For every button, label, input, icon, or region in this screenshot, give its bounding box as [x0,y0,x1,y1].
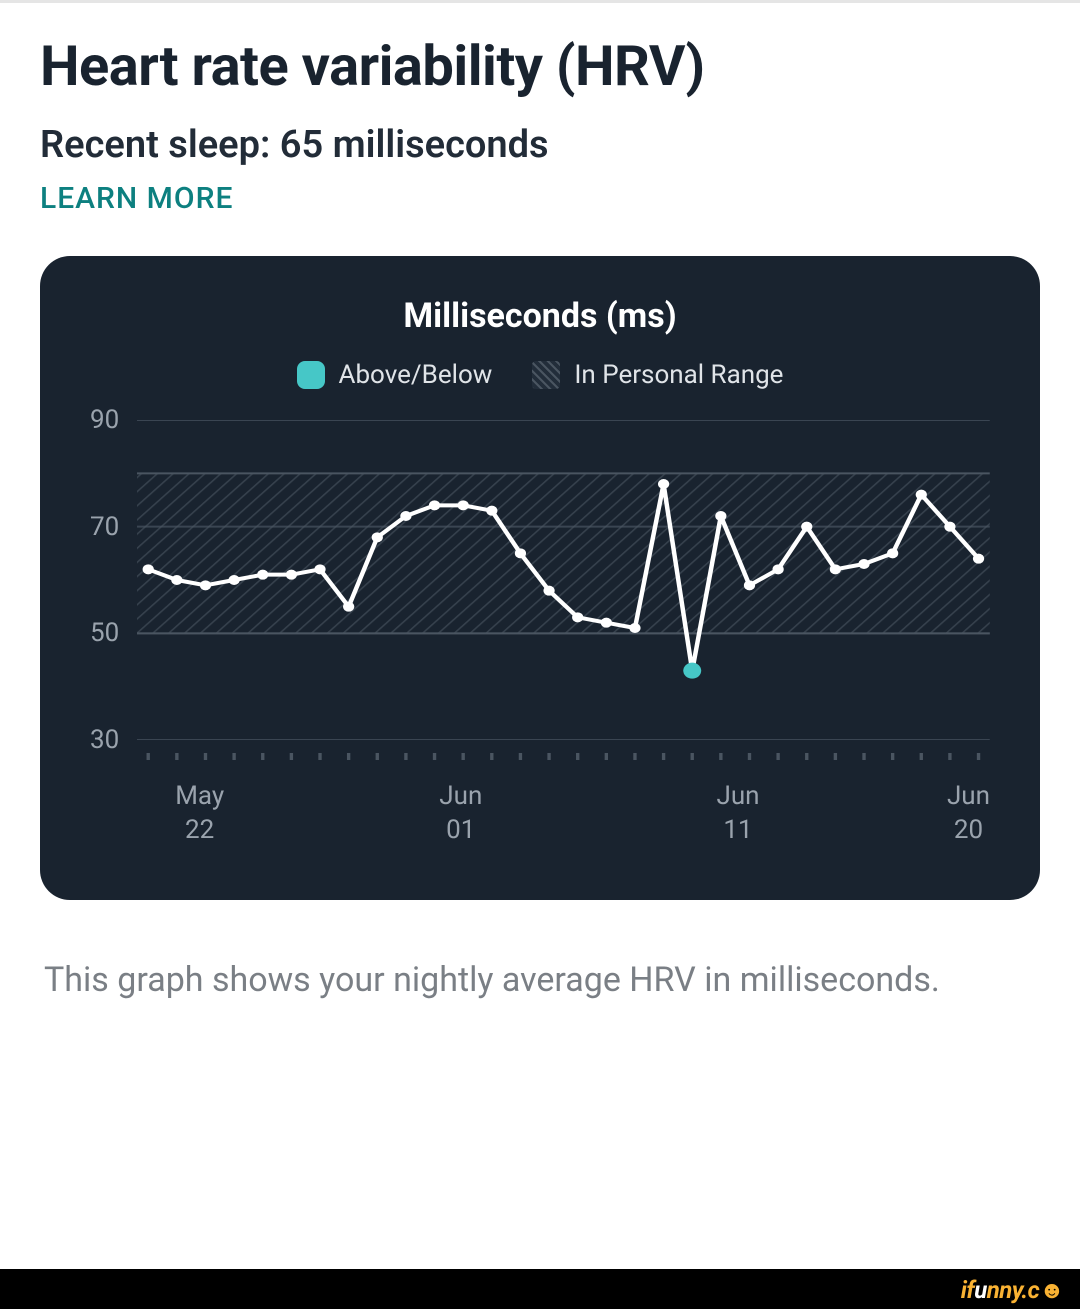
chart-title: Milliseconds (ms) [90,296,990,336]
legend-label-above-below: Above/Below [339,360,493,390]
watermark: ifunny.c☻ [961,1276,1064,1305]
watermark-part: u [974,1276,987,1304]
x-tick-label: Jun11 [716,780,759,848]
recent-sleep-value: Recent sleep: 65 milliseconds [40,123,1040,167]
legend-swatch-hatch [532,361,560,389]
chart-svg [137,420,990,740]
chart-legend: Above/Below In Personal Range [90,360,990,390]
x-tick-label: Jun01 [439,780,482,848]
watermark-part: if [961,1276,975,1304]
legend-swatch-solid [297,361,325,389]
footer-bar: ifunny.c☻ [0,1269,1080,1309]
x-tick-marks [137,748,990,758]
x-tick-label: May22 [175,780,224,848]
x-axis: May22 Jun01 Jun11 Jun20 [150,780,990,860]
y-axis: 90705030 [90,420,119,740]
main-content: Heart rate variability (HRV) Recent slee… [0,3,1080,1011]
line-chart[interactable] [137,420,990,740]
page-title: Heart rate variability (HRV) [40,33,1040,99]
legend-above-below: Above/Below [297,360,493,390]
watermark-emoji-icon: ☻ [1039,1276,1064,1304]
watermark-part: nny.c [987,1276,1039,1304]
legend-label-in-range: In Personal Range [574,360,783,390]
x-tick-label: Jun20 [947,780,990,848]
plot-area: 90705030 [90,420,990,740]
hrv-chart-card: Milliseconds (ms) Above/Below In Persona… [40,256,1040,900]
chart-description: This graph shows your nightly average HR… [40,950,1040,1011]
legend-in-range: In Personal Range [532,360,783,390]
learn-more-link[interactable]: LEARN MORE [40,181,233,216]
